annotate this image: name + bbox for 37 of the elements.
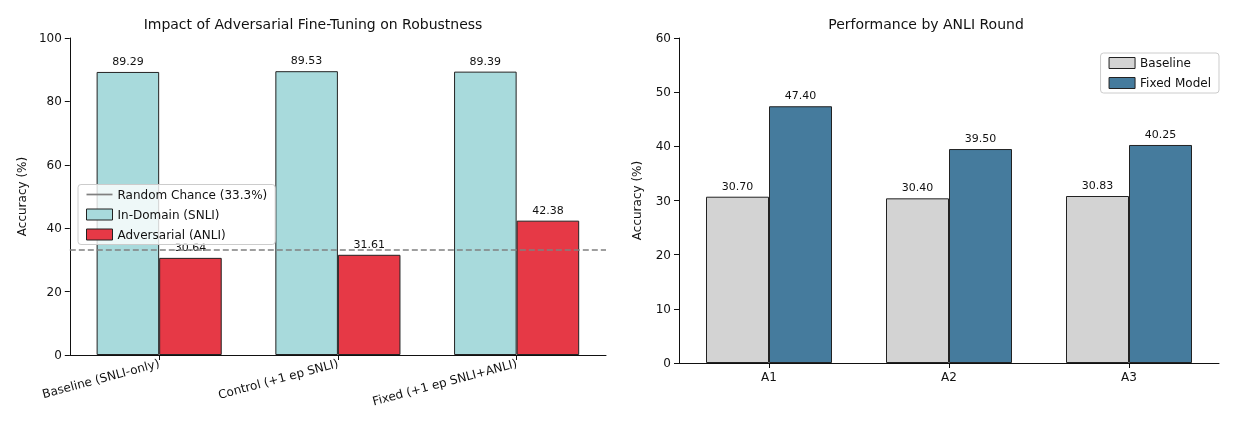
y-tick-label: 20 [655,247,671,262]
y-tick-label: 40 [655,139,671,154]
y-axis-title: Accuracy (%) [15,156,29,237]
y-tick-label: 80 [46,94,62,109]
data-label: 89.39 [469,54,502,68]
legend-label: Fixed Model [1140,76,1212,90]
data-label: 30.83 [1081,179,1114,192]
data-label: 42.38 [532,203,564,217]
x-tick-label: A2 [941,370,957,384]
legend-label: Baseline [1140,56,1191,70]
y-tick-label: 10 [655,301,671,316]
y-tick-label: 0 [663,356,671,370]
data-label: 31.61 [353,237,385,251]
chart-title: Impact of Adversarial Fine-Tuning on Robustness [143,16,483,32]
legend-label: In-Domain (SNLI) [117,207,220,222]
x-tick-label: A3 [1121,370,1137,384]
y-tick-label: 20 [46,284,62,299]
data-label: 89.29 [112,54,144,68]
y-tick-label: 30 [655,193,671,208]
legend-label: Random Chance (33.3%) [117,187,268,202]
y-tick-label: 60 [46,157,62,172]
y-tick-label: 60 [655,31,671,45]
data-label: 40.25 [1144,127,1177,141]
data-label: 30.70 [721,179,754,193]
y-tick-label: 0 [54,348,62,362]
x-tick-label: Control (+1 ep SNLI) [216,356,340,402]
legend-label: Adversarial (ANLI) [117,227,226,242]
y-tick-label: 40 [46,221,62,236]
x-tick-label: A1 [761,370,777,384]
data-label: 47.40 [784,89,817,103]
y-tick-label: 100 [38,31,62,45]
data-label: 39.50 [964,132,997,146]
data-label: 89.53 [290,54,323,68]
y-axis-title: Accuracy (%) [630,160,644,241]
data-label: 30.40 [901,181,934,195]
y-tick-label: 50 [655,85,671,100]
chart-title: Performance by ANLI Round [828,16,1024,32]
